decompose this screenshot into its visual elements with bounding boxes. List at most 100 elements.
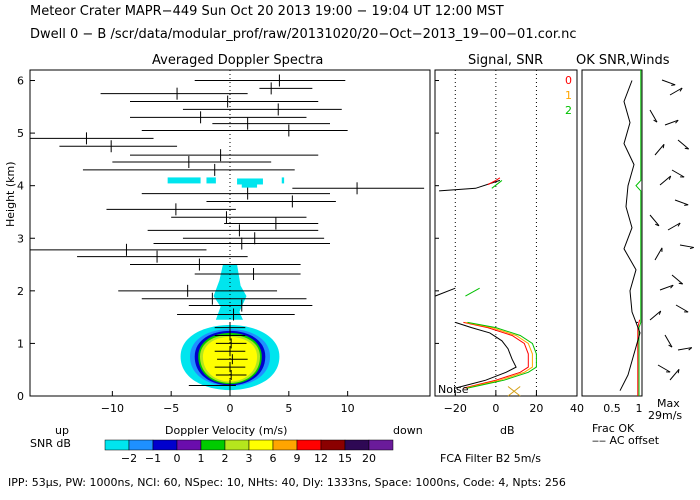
wind-arrow bbox=[669, 87, 683, 96]
winds-frame bbox=[581, 69, 643, 397]
upper-echo-snr2 bbox=[491, 180, 503, 189]
snr-colorbar: −2 −1 0 1 2 3 6 9 12 15 20 bbox=[104, 439, 394, 465]
wind-arrow bbox=[659, 175, 672, 186]
wind-arrow bbox=[664, 119, 679, 126]
doppler-panel-title: Averaged Doppler Spectra bbox=[152, 53, 324, 68]
signal-series-signal bbox=[455, 321, 517, 389]
colorbar-swatch bbox=[344, 439, 370, 451]
signal-series-snr_fca1 bbox=[465, 321, 533, 389]
spectral-echo-patch bbox=[241, 181, 258, 188]
wind-arrow bbox=[677, 139, 690, 150]
wind-arrow bbox=[667, 222, 681, 231]
wind-arrow bbox=[659, 284, 674, 291]
frac-ok-tick-label: 0.5 bbox=[603, 402, 621, 415]
wind-arrow-head bbox=[684, 204, 689, 206]
frac-ok-label: Frac OK bbox=[592, 422, 635, 435]
wind-arrow bbox=[679, 244, 694, 248]
mid-echo-snr bbox=[465, 287, 480, 297]
mid-echo-trace bbox=[434, 287, 456, 297]
frac-ok-green bbox=[635, 70, 642, 396]
colorbar-swatch bbox=[296, 439, 322, 451]
colorbar-swatch bbox=[248, 439, 274, 451]
axes-layer: 0 1 2 3 4 5 6 −10 −5 0 5 10 bbox=[17, 70, 439, 415]
colorbar-swatch bbox=[104, 439, 130, 451]
colorbar-tick-label: 9 bbox=[294, 452, 301, 465]
wind-arrow bbox=[649, 109, 658, 123]
height-tick-label: 3 bbox=[17, 232, 24, 245]
ac-offset-label: ‒‒ AC offset bbox=[592, 434, 660, 447]
colorbar-tick-label: 2 bbox=[222, 452, 229, 465]
wind-arrow bbox=[661, 79, 676, 86]
fca-filter-label: FCA Filter B2 5m/s bbox=[440, 452, 541, 465]
noise-label: Noise bbox=[438, 383, 469, 396]
signal-frame bbox=[434, 69, 578, 397]
colorbar-swatch bbox=[368, 439, 394, 451]
wind-arrow bbox=[649, 214, 660, 227]
signal-tick-label: −20 bbox=[444, 402, 467, 415]
ok-snr-profile bbox=[619, 80, 641, 391]
colorbar-tick-label: −1 bbox=[145, 452, 161, 465]
header-file-line: Dwell 0 − B /scr/data/modular_prof/raw/2… bbox=[30, 27, 577, 42]
height-tick-label: 5 bbox=[17, 127, 24, 140]
colorbar-swatch bbox=[272, 439, 298, 451]
signal-tick-label: 40 bbox=[570, 402, 584, 415]
snr-db-label: SNR dB bbox=[30, 437, 71, 450]
wind-arrow-head bbox=[668, 344, 673, 348]
wind-arrow-head bbox=[662, 144, 665, 149]
spectral-echo-patch bbox=[237, 178, 263, 185]
velocity-tick-label: −10 bbox=[101, 402, 124, 415]
height-tick-label: 4 bbox=[17, 180, 24, 193]
colorbar-tick-label: 20 bbox=[362, 452, 376, 465]
colorbar-swatch bbox=[224, 439, 250, 451]
winds-panel-title: OK SNR,Winds bbox=[576, 53, 670, 68]
height-tick-label: 1 bbox=[17, 337, 24, 350]
colorbar-swatch bbox=[320, 439, 346, 451]
height-axis-label: Height (km) bbox=[4, 161, 17, 227]
signal-series-snr_fca0 bbox=[463, 321, 529, 389]
header-title-line: Meteor Crater MAPR−449 Sun Oct 20 2013 1… bbox=[30, 4, 504, 19]
doppler-spectra-layer bbox=[30, 74, 425, 392]
height-tick-label: 0 bbox=[17, 390, 24, 403]
wind-arrow bbox=[675, 304, 689, 313]
velocity-tick-label: 5 bbox=[285, 402, 292, 415]
signal-axis-label: dB bbox=[500, 424, 515, 437]
winds-layer: 0.5 1 bbox=[603, 70, 694, 415]
noise-marker bbox=[507, 386, 521, 397]
signal-snr-layer: −20 0 20 40 bbox=[434, 70, 584, 415]
colorbar-tick-label: 15 bbox=[338, 452, 352, 465]
colorbar-tick-label: 12 bbox=[314, 452, 328, 465]
fca-label-2: 2 bbox=[565, 104, 572, 117]
wind-max-label: Max bbox=[657, 397, 680, 410]
spectral-echo-patch bbox=[167, 177, 201, 184]
up-label: up bbox=[55, 424, 69, 437]
upper-echo-snr bbox=[487, 177, 501, 186]
frac-ok-tick-label: 1 bbox=[636, 402, 643, 415]
colorbar-swatch bbox=[200, 439, 226, 451]
wind-arrow-head bbox=[688, 347, 693, 351]
wind-arrow-head bbox=[679, 87, 683, 92]
wind-arrow-head bbox=[670, 284, 674, 289]
colorbar-tick-label: 6 bbox=[270, 452, 277, 465]
colorbar-tick-label: −2 bbox=[121, 452, 137, 465]
colorbar-swatch bbox=[128, 439, 154, 451]
signal-tick-label: 20 bbox=[529, 402, 543, 415]
signal-panel-title: Signal, SNR bbox=[468, 53, 544, 68]
wind-arrow-head bbox=[653, 119, 658, 123]
down-label: down bbox=[393, 424, 423, 437]
wind-arrow bbox=[671, 274, 684, 285]
wind-arrow bbox=[669, 368, 680, 381]
wind-arrow bbox=[671, 169, 685, 178]
wind-arrow-head bbox=[675, 119, 679, 124]
spectral-echo-patch bbox=[281, 177, 285, 184]
wind-arrow-head bbox=[677, 369, 680, 374]
fca-label-1: 1 bbox=[565, 89, 572, 102]
wind-arrow-head bbox=[658, 310, 662, 315]
velocity-tick-label: −5 bbox=[163, 402, 179, 415]
colorbar-tick-label: 3 bbox=[246, 452, 253, 465]
wind-arrow-head bbox=[677, 222, 681, 227]
colorbar-tick-label: 1 bbox=[198, 452, 205, 465]
colorbar-swatch bbox=[176, 439, 202, 451]
wind-arrow bbox=[654, 143, 665, 156]
velocity-axis-label: Doppler Velocity (m/s) bbox=[165, 424, 287, 437]
